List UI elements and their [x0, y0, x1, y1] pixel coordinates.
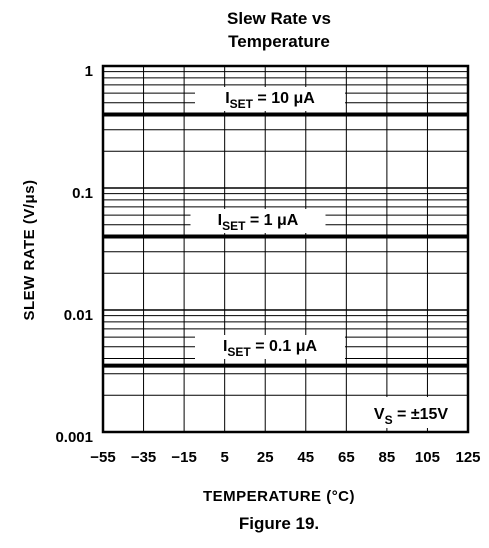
- x-tick-label: 5: [220, 449, 228, 466]
- y-tick-label: 0.001: [55, 429, 93, 446]
- grid-lines: [103, 66, 468, 432]
- x-tick-label: 85: [379, 449, 396, 466]
- x-tick-label: −55: [90, 449, 115, 466]
- x-tick-label: 65: [338, 449, 355, 466]
- series-label-background: [195, 335, 345, 359]
- x-tick-label: −35: [131, 449, 156, 466]
- chart-title-line-1: Slew Rate vs: [227, 9, 331, 28]
- series-label-background: [190, 209, 326, 233]
- series-lines: [103, 112, 468, 368]
- series-labels: ISET = 10 μA ISET = 1 μA ISET = 0.1 μA VS =…: [190, 87, 465, 428]
- vs-annotation: VS = ±15V: [374, 406, 449, 427]
- y-tick-label: 0.01: [64, 307, 93, 324]
- figure-caption: Figure 19.: [239, 514, 319, 533]
- x-axis-label: TEMPERATURE (°C): [203, 488, 355, 505]
- series-label-background: [195, 87, 345, 111]
- y-tick-label: 1: [85, 63, 93, 80]
- y-tick-label: 0.1: [72, 185, 93, 202]
- y-tick-labels: 0.001 0.01 0.1 1: [55, 63, 93, 446]
- x-tick-label: 105: [415, 449, 440, 466]
- y-axis-label: SLEW RATE (V/μs): [21, 179, 38, 320]
- vs-annotation-background: [357, 397, 465, 428]
- plot-frame: [101, 64, 470, 434]
- x-tick-labels: −55 −35 −15 5 25 45 65 85 105 125: [90, 449, 480, 466]
- series-label-1: ISET = 1 μA: [218, 212, 299, 233]
- x-tick-label: 45: [297, 449, 314, 466]
- x-tick-label: −15: [171, 449, 196, 466]
- x-tick-label: 25: [257, 449, 274, 466]
- x-tick-label: 125: [455, 449, 480, 466]
- chart-title-line-2: Temperature: [228, 32, 330, 51]
- series-label-2: ISET = 0.1 μA: [223, 338, 318, 359]
- series-label-0: ISET = 10 μA: [225, 90, 315, 111]
